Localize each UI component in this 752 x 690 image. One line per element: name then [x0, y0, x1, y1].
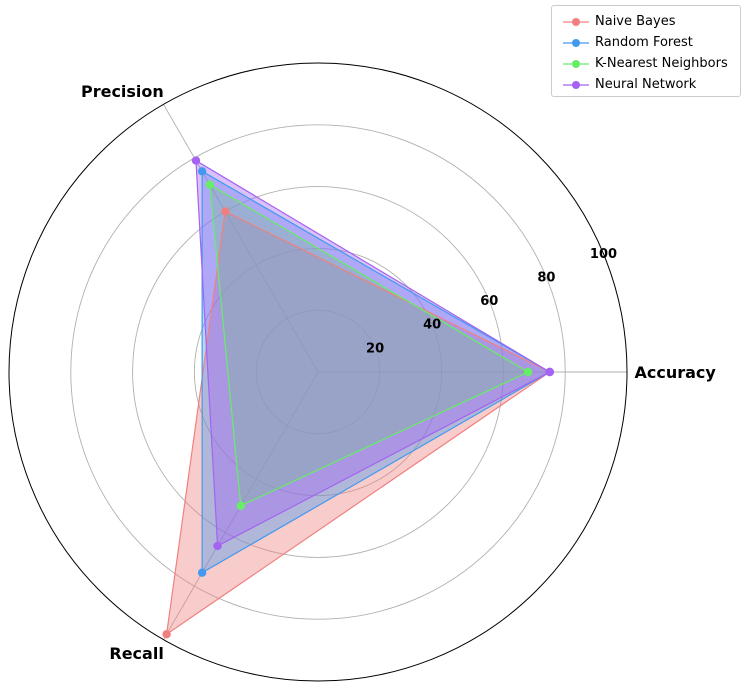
legend-marker-neural-network [563, 81, 589, 89]
point-random-forest [197, 568, 207, 577]
point-random-forest [197, 167, 207, 176]
legend-marker-k-nearest-neighbors [563, 60, 589, 68]
radial-tick-label: 60 [480, 294, 498, 309]
legend-label: Neural Network [595, 77, 697, 92]
outer-boundary [8, 62, 628, 682]
point-naive-bayes [221, 207, 230, 216]
legend-label: K-Nearest Neighbors [595, 56, 728, 71]
axis-label-recall: Recall [109, 644, 163, 663]
radial-tick-label: 40 [423, 318, 441, 333]
legend-label: Naive Bayes [595, 14, 676, 29]
radial-tick-label: 100 [590, 247, 617, 262]
legend: Naive Bayes Random Forest K-Nearest Neig… [551, 5, 741, 97]
legend-marker-naive-bayes [563, 18, 589, 26]
area-k-nearest-neighbors [209, 184, 529, 506]
radial-tick-label: 80 [537, 270, 555, 285]
point-neural-network [213, 541, 222, 551]
legend-item-naive-bayes: Naive Bayes [552, 12, 740, 33]
axis-label-precision: Precision [81, 82, 164, 101]
point-k-nearest-neighbors [523, 367, 533, 377]
area-random-forest [202, 171, 550, 573]
point-k-nearest-neighbors [205, 180, 215, 189]
legend-item-neural-network: Neural Network [552, 75, 740, 96]
legend-item-random-forest: Random Forest [552, 33, 740, 54]
point-neural-network [191, 156, 201, 165]
legend-item-k-nearest-neighbors: K-Nearest Neighbors [552, 54, 740, 75]
legend-marker-random-forest [563, 39, 589, 47]
area-neural-network [195, 160, 550, 546]
grid-spoke [163, 104, 319, 373]
line-naive-bayes [165, 210, 551, 636]
point-naive-bayes [162, 630, 171, 639]
area-naive-bayes [166, 211, 550, 635]
line-neural-network [195, 159, 551, 547]
radial-tick-label: 20 [366, 341, 384, 356]
legend-label: Random Forest [595, 35, 693, 50]
point-k-nearest-neighbors [236, 501, 245, 510]
line-random-forest [201, 170, 551, 574]
point-neural-network [545, 367, 554, 377]
line-k-nearest-neighbors [209, 183, 530, 507]
axis-label-accuracy: Accuracy [635, 363, 717, 382]
